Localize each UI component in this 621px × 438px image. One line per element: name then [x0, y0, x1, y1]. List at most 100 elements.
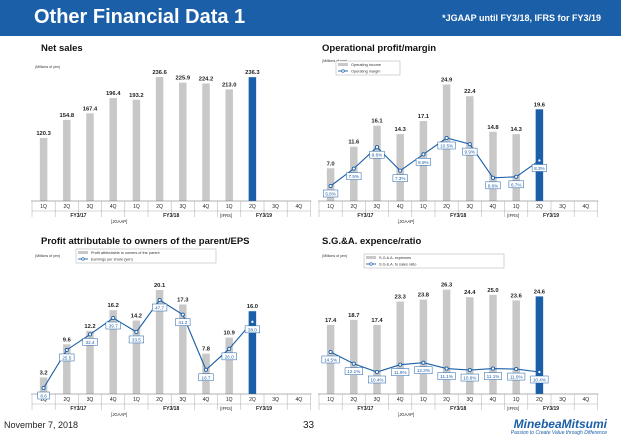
line-value-label: 10.5%: [440, 144, 453, 149]
line-value-label: 33.5: [132, 337, 141, 342]
quarter-tick-label: 1Q: [133, 204, 140, 210]
bar-value-label: 16.2: [108, 303, 119, 309]
standard-label-jgaap: [JGAAP]: [111, 412, 127, 417]
series-line: [330, 351, 540, 373]
bar-value-label: 17.3: [177, 297, 189, 303]
line-point: [203, 367, 209, 372]
legend-box: [363, 253, 505, 269]
quarter-tick-label: 2Q: [443, 397, 450, 403]
bar: [132, 320, 141, 394]
legend-box: [75, 248, 217, 264]
bar-value-label: 7.0: [327, 161, 335, 167]
quarter-tick-label: 4Q: [490, 397, 497, 403]
line-label-box: [368, 375, 386, 384]
page-number: 33: [303, 420, 315, 431]
chart-net-sales: Net sales (Millions of yen) 120.3 154.8 167.…: [31, 43, 312, 224]
line-value-label: 12.3%: [417, 368, 430, 373]
line-point: [87, 332, 93, 337]
bar: [512, 300, 520, 394]
bar: [350, 319, 358, 394]
bar-value-label: 14.3: [511, 127, 523, 133]
line-value-label: 8.3%: [534, 166, 544, 171]
line-value-label: 8.6: [40, 394, 47, 399]
line-value-label: 10.4%: [533, 378, 546, 383]
legend-label-bars: S.G.&.A. expenses: [379, 256, 411, 260]
accounting-note: *JGAAP until FY3/18, IFRS for FY3/19: [442, 13, 601, 23]
logo-tagline: Passion to Create Value through Differen…: [510, 430, 607, 436]
bar-value-label: 225.9: [176, 76, 191, 82]
line-label-box: [415, 158, 431, 166]
quarter-tick-label: 4Q: [582, 204, 589, 210]
bar: [179, 82, 187, 201]
bar: [155, 290, 164, 394]
bar-value-label: 10.9: [224, 331, 236, 337]
bar: [225, 337, 233, 394]
bar-value-label: 3.2: [40, 370, 48, 376]
quarter-tick-label: 2Q: [63, 397, 70, 403]
line-value-label: 47.7: [155, 306, 164, 311]
bar-value-label: 14.8: [487, 125, 499, 131]
line-value-label: 14.5%: [324, 358, 337, 363]
line-label-box: [128, 335, 144, 344]
legend-label-line: Operating margin: [351, 70, 380, 74]
legend-label-line: S.G.&.A. to sales ratio: [379, 263, 416, 267]
line-point: [490, 366, 496, 371]
quarter-tick-label: 4Q: [397, 397, 404, 403]
quarter-tick-label: 4Q: [203, 397, 210, 403]
bar: [248, 77, 257, 201]
bar: [86, 113, 94, 201]
line-value-label: 11.9%: [394, 370, 407, 375]
quarter-tick-label: 3Q: [87, 397, 94, 403]
quarter-tick-label: 2Q: [443, 204, 450, 210]
bar-value-label: 24.4: [464, 290, 476, 296]
line-point: [328, 349, 333, 355]
line-value-label: 39.7: [109, 324, 118, 329]
line-point: [227, 346, 232, 351]
line-label-box: [485, 181, 501, 190]
bar: [396, 301, 404, 394]
chart-title: Net sales: [41, 43, 83, 54]
bar-value-label: 24.6: [534, 289, 546, 295]
bar-value-label: 16.0: [247, 304, 258, 310]
line-value-label: 26.0: [225, 354, 234, 359]
line-label-box: [369, 150, 385, 159]
line-value-label: 16.7: [202, 375, 211, 380]
standard-label-jgaap: [JGAAP]: [111, 219, 127, 224]
line-label-box: [531, 164, 547, 172]
chart-title: S.G.&A. expence/ratio: [322, 236, 421, 247]
line-label-box: [391, 368, 410, 376]
bar-value-label: 23.8: [418, 293, 430, 299]
line-point: [490, 175, 496, 180]
fiscal-year-label: FY3/17: [357, 213, 373, 219]
quarter-tick-label: 3Q: [559, 397, 566, 403]
line-label-box: [346, 172, 362, 180]
quarter-tick-label: 1Q: [327, 397, 334, 403]
legend-box: [335, 60, 401, 76]
line-value-label: 11.1%: [487, 374, 500, 379]
bar: [489, 131, 497, 201]
bar: [535, 296, 544, 394]
bar-value-label: 11.6: [348, 140, 360, 146]
bar-value-label: 17.1: [418, 114, 430, 120]
chart-title: Operational profit/margin: [322, 43, 436, 54]
line-label-box: [105, 321, 121, 330]
bar-value-label: 22.4: [464, 89, 476, 95]
quarter-tick-label: 1Q: [327, 204, 334, 210]
bar-value-label: 23.3: [395, 295, 407, 301]
line-label-box: [508, 180, 524, 189]
line-value-label: 10.4%: [370, 378, 383, 383]
bar: [442, 289, 451, 394]
line-label-box: [484, 372, 502, 380]
series-line: [43, 299, 253, 389]
quarter-tick-label: 2Q: [350, 397, 357, 403]
line-value-label: 9.9%: [465, 150, 475, 155]
quarter-tick-label: 2Q: [536, 204, 543, 210]
bar-value-label: 236.6: [152, 70, 167, 76]
fiscal-year-label: FY3/18: [450, 213, 466, 219]
fiscal-year-label: FY3/19: [543, 406, 559, 412]
line-value-label: 5.8%: [325, 192, 335, 197]
bar: [202, 83, 210, 201]
fiscal-year-label: FY3/19: [256, 213, 272, 219]
bar-value-label: 7.8: [202, 347, 211, 353]
line-value-label: 6.6%: [488, 183, 498, 188]
